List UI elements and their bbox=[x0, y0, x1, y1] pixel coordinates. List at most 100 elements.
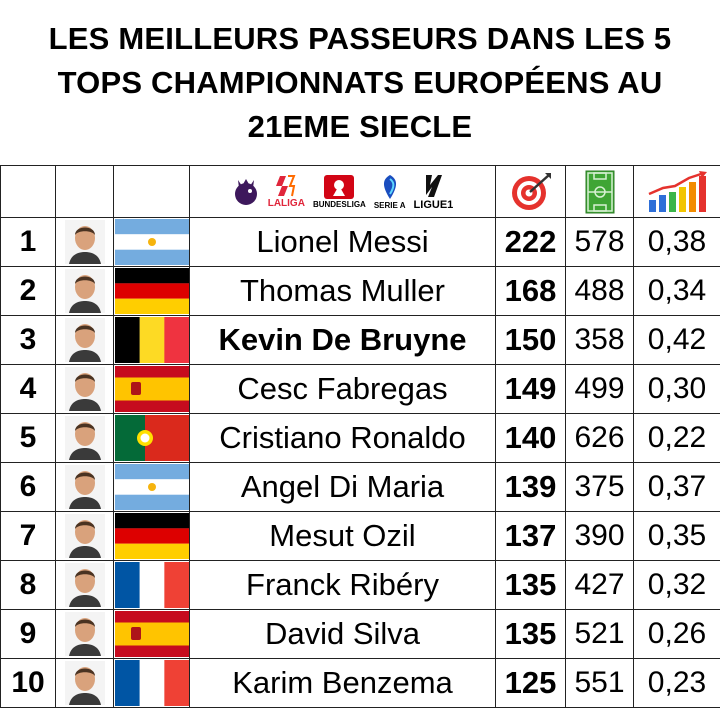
header-ratio-cell bbox=[634, 166, 720, 218]
ratio-value: 0,37 bbox=[634, 463, 720, 512]
assists-value: 125 bbox=[496, 659, 566, 708]
ratio-value: 0,38 bbox=[634, 218, 720, 267]
belgium-flag bbox=[115, 317, 189, 363]
matches-value: 427 bbox=[566, 561, 634, 610]
player-photo-cell bbox=[56, 659, 114, 708]
rank-cell: 5 bbox=[1, 414, 56, 463]
rank-cell: 4 bbox=[1, 365, 56, 414]
flag-cell bbox=[114, 414, 190, 463]
target-icon bbox=[496, 171, 565, 213]
player-photo-cell bbox=[56, 463, 114, 512]
matches-value: 499 bbox=[566, 365, 634, 414]
flag-cell bbox=[114, 267, 190, 316]
flag-cell bbox=[114, 365, 190, 414]
player-name: Lionel Messi bbox=[190, 218, 496, 267]
player-photo bbox=[56, 465, 113, 509]
flag-cell bbox=[114, 218, 190, 267]
player-photo-cell bbox=[56, 561, 114, 610]
player-name: Angel Di Maria bbox=[190, 463, 496, 512]
laliga-label: LALIGA bbox=[268, 198, 305, 209]
header-row: LALIGA BUNDESLIGA bbox=[1, 166, 720, 218]
argentina-flag bbox=[115, 219, 189, 265]
ratio-value: 0,35 bbox=[634, 512, 720, 561]
header-matches-cell bbox=[566, 166, 634, 218]
title-line-3: 21EME SIECLE bbox=[248, 105, 473, 149]
rank-cell: 1 bbox=[1, 218, 56, 267]
player-photo bbox=[56, 367, 113, 411]
header-flag-cell bbox=[114, 166, 190, 218]
bar-chart-icon bbox=[634, 170, 720, 214]
player-photo bbox=[56, 416, 113, 460]
ratio-value: 0,23 bbox=[634, 659, 720, 708]
bundesliga-logo: BUNDESLIGA bbox=[313, 174, 366, 209]
bundesliga-label: BUNDESLIGA bbox=[313, 200, 366, 209]
player-name: Kevin De Bruyne bbox=[190, 316, 496, 365]
spain-flag bbox=[115, 611, 189, 657]
player-name: Cesc Fabregas bbox=[190, 365, 496, 414]
matches-value: 578 bbox=[566, 218, 634, 267]
matches-value: 626 bbox=[566, 414, 634, 463]
header-photo-cell bbox=[56, 166, 114, 218]
title-line-2: TOPS CHAMPIONNATS EUROPÉENS AU bbox=[58, 61, 663, 105]
rank-cell: 2 bbox=[1, 267, 56, 316]
rank-cell: 8 bbox=[1, 561, 56, 610]
matches-value: 375 bbox=[566, 463, 634, 512]
laliga-logo: LALIGA bbox=[268, 174, 305, 209]
page-title: LES MEILLEURS PASSEURS DANS LES 5 TOPS C… bbox=[0, 0, 720, 165]
player-photo-cell bbox=[56, 316, 114, 365]
player-photo bbox=[56, 563, 113, 607]
ratio-value: 0,26 bbox=[634, 610, 720, 659]
germany-flag bbox=[115, 513, 189, 559]
ligue1-label: LIGUE1 bbox=[414, 199, 454, 211]
player-photo-cell bbox=[56, 365, 114, 414]
matches-value: 488 bbox=[566, 267, 634, 316]
ratio-value: 0,34 bbox=[634, 267, 720, 316]
ratio-value: 0,32 bbox=[634, 561, 720, 610]
assists-value: 150 bbox=[496, 316, 566, 365]
header-leagues-cell: LALIGA BUNDESLIGA bbox=[190, 166, 496, 218]
flag-cell bbox=[114, 561, 190, 610]
ratio-value: 0,22 bbox=[634, 414, 720, 463]
assists-value: 137 bbox=[496, 512, 566, 561]
player-photo-cell bbox=[56, 512, 114, 561]
matches-value: 358 bbox=[566, 316, 634, 365]
flag-cell bbox=[114, 316, 190, 365]
premier-league-logo bbox=[232, 176, 260, 208]
header-rank-cell bbox=[1, 166, 56, 218]
rank-cell: 7 bbox=[1, 512, 56, 561]
serie-a-logo: SERIE A bbox=[374, 173, 406, 210]
assists-value: 168 bbox=[496, 267, 566, 316]
matches-value: 521 bbox=[566, 610, 634, 659]
league-logos: LALIGA BUNDESLIGA bbox=[190, 173, 495, 211]
player-name: Mesut Ozil bbox=[190, 512, 496, 561]
player-photo bbox=[56, 318, 113, 362]
player-name: Cristiano Ronaldo bbox=[190, 414, 496, 463]
player-name: Thomas Muller bbox=[190, 267, 496, 316]
flag-cell bbox=[114, 659, 190, 708]
player-name: Karim Benzema bbox=[190, 659, 496, 708]
assists-value: 135 bbox=[496, 561, 566, 610]
header-assists-cell bbox=[496, 166, 566, 218]
rank-cell: 9 bbox=[1, 610, 56, 659]
assists-value: 140 bbox=[496, 414, 566, 463]
rank-cell: 3 bbox=[1, 316, 56, 365]
player-photo bbox=[56, 612, 113, 656]
ratio-value: 0,42 bbox=[634, 316, 720, 365]
spain-flag bbox=[115, 366, 189, 412]
player-photo-cell bbox=[56, 414, 114, 463]
flag-cell bbox=[114, 610, 190, 659]
player-photo-cell bbox=[56, 610, 114, 659]
flag-cell bbox=[114, 463, 190, 512]
germany-flag bbox=[115, 268, 189, 314]
argentina-flag bbox=[115, 464, 189, 510]
assists-value: 139 bbox=[496, 463, 566, 512]
player-photo bbox=[56, 269, 113, 313]
